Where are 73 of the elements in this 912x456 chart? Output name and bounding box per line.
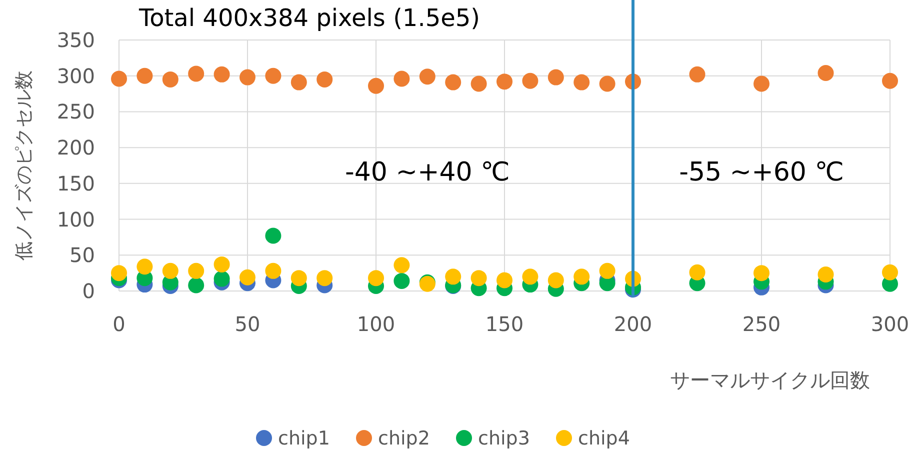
x-tick-label: 300 [870, 312, 910, 336]
point [818, 64, 834, 81]
point [882, 264, 898, 280]
point [599, 262, 616, 279]
point [548, 272, 564, 288]
y-tick-label: 250 [56, 100, 95, 124]
point [496, 272, 512, 288]
annotation: -55 ~+60 ℃ [679, 158, 844, 188]
point [470, 270, 487, 286]
x-tick-label: 100 [356, 312, 396, 336]
point [240, 269, 256, 286]
point [111, 70, 127, 87]
point [136, 68, 153, 84]
x-tick-label: 150 [485, 312, 524, 336]
point [316, 270, 333, 286]
point [188, 66, 204, 82]
y-tick-label: 100 [56, 207, 95, 232]
point [265, 68, 282, 84]
point [882, 72, 898, 89]
y-tick-label: 350 [56, 28, 95, 52]
y-axis-title: 低ノイズのピクセル数 [13, 70, 35, 260]
point [214, 66, 230, 82]
x-tick-label: 50 [234, 312, 260, 336]
annotation: -40 ~+40 ℃ [344, 158, 510, 188]
legend-label: chip1 [278, 428, 330, 450]
y-tick-label: 200 [56, 136, 95, 160]
point [574, 74, 590, 90]
point [188, 262, 204, 279]
x-axis-title: サーマルサイクル回数 [670, 368, 870, 392]
point [290, 74, 307, 90]
y-tick-label: 50 [70, 243, 95, 268]
legend-label: chip4 [578, 428, 630, 450]
point [445, 74, 462, 90]
point [548, 69, 564, 86]
point [240, 69, 256, 86]
point [394, 257, 410, 274]
point [162, 262, 178, 279]
point [496, 74, 512, 90]
x-tick-label: 200 [614, 312, 652, 336]
point [214, 256, 230, 272]
point [470, 76, 487, 92]
x-tick-label: 0 [112, 312, 126, 336]
point [689, 264, 706, 280]
point [522, 72, 538, 89]
legend-label: chip3 [478, 428, 530, 450]
point [316, 71, 333, 88]
y-tick-label: 150 [56, 171, 95, 196]
point [394, 272, 410, 289]
legend-label: chip2 [378, 428, 430, 450]
point [265, 262, 282, 279]
point [394, 70, 410, 87]
point [754, 76, 770, 92]
chart-title: Total 400x384 pixels (1.5e5) [138, 4, 480, 32]
point [689, 66, 706, 82]
point [188, 277, 204, 294]
point [574, 268, 590, 285]
point [290, 270, 307, 286]
point [111, 265, 127, 282]
point [754, 265, 770, 282]
point [136, 258, 153, 275]
point [419, 68, 436, 85]
point [599, 76, 616, 92]
point [445, 268, 462, 285]
point [265, 228, 282, 244]
point [818, 266, 834, 283]
x-tick-label: 250 [742, 312, 781, 336]
point [214, 270, 230, 287]
point [368, 78, 384, 94]
point [522, 268, 538, 285]
point [162, 71, 178, 88]
point [368, 270, 384, 286]
y-tick-label: 0 [82, 279, 95, 303]
y-tick-label: 300 [56, 64, 95, 88]
